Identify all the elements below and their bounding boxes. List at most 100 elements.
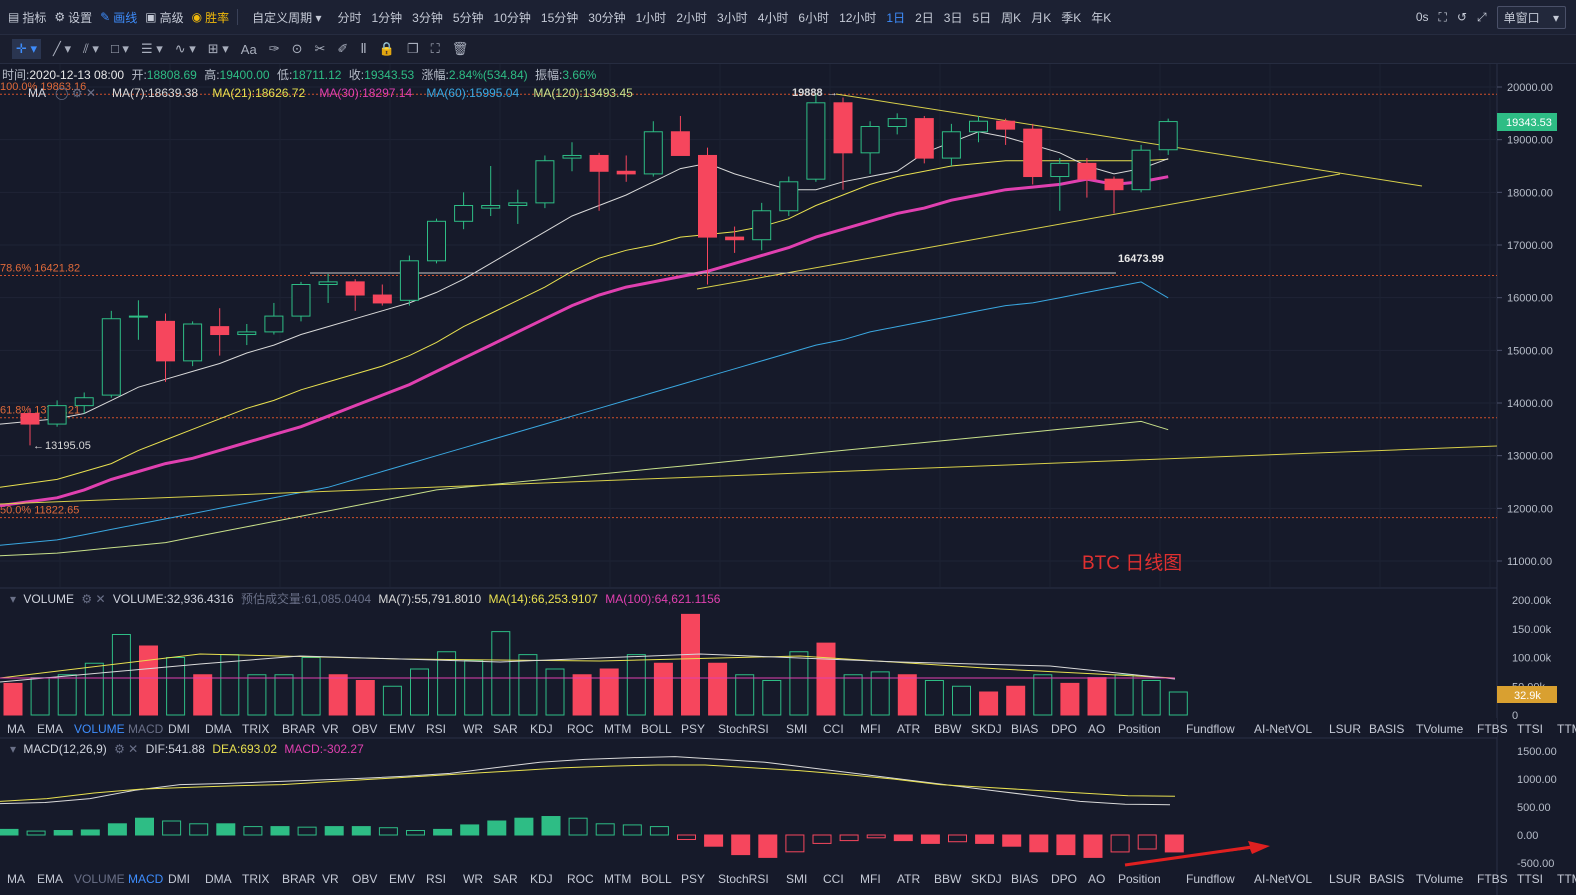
period-tab[interactable]: 5日 — [972, 10, 992, 25]
volume-settings-icon[interactable]: ⚙ ✕ — [81, 592, 105, 606]
fib-tool-icon[interactable]: ☰ ▾ — [140, 41, 163, 56]
candle-body[interactable] — [941, 131, 961, 159]
macd-bar[interactable] — [0, 828, 19, 836]
macd-bar[interactable] — [1029, 834, 1049, 853]
expand-icon[interactable]: ⛶ — [1438, 9, 1447, 24]
text-tool-icon[interactable]: Aa — [240, 41, 257, 57]
macd-bar[interactable] — [162, 820, 182, 836]
indicator-tab[interactable]: StochRSI — [718, 722, 769, 736]
collapse-icon[interactable]: ▾ — [10, 592, 16, 606]
macd-bar[interactable] — [948, 834, 967, 843]
indicator-tab[interactable]: TTMU — [1557, 722, 1576, 736]
macd-bar[interactable] — [460, 824, 480, 836]
window-mode-dropdown[interactable]: 单窗口 ▾ — [1496, 5, 1566, 29]
volume-bar[interactable] — [247, 674, 267, 716]
volume-bar[interactable] — [1033, 674, 1053, 716]
candle-body[interactable] — [752, 210, 772, 241]
period-tab[interactable]: 3分钟 — [412, 10, 443, 25]
volume-bar[interactable] — [111, 634, 131, 716]
volume-bar[interactable] — [762, 680, 782, 716]
period-tab[interactable]: 1小时 — [635, 10, 667, 25]
period-tab[interactable]: 12小时 — [839, 10, 877, 25]
candle-body[interactable] — [833, 102, 853, 154]
line-tool-icon[interactable]: ╱ ▾ — [53, 41, 71, 56]
indicator-tab[interactable]: DMA — [205, 872, 232, 886]
main-chart[interactable]: 100.0% 19863.16 78.6% 16421.82 61.8% 13720… — [0, 64, 1576, 895]
volume-bar[interactable] — [328, 674, 348, 716]
indicator-tab[interactable]: RSI — [426, 872, 446, 886]
draw-button[interactable]: ✎ 画线 — [100, 9, 137, 26]
indicator-tab[interactable]: KDJ — [530, 872, 553, 886]
indicator-tab[interactable]: ROC — [567, 872, 594, 886]
ma120-line[interactable] — [0, 420, 1169, 557]
indicator-tab[interactable]: BASIS — [1369, 872, 1404, 886]
wave-tool-icon[interactable]: ∿ ▾ — [174, 41, 196, 56]
indicator-tab[interactable]: BIAS — [1011, 872, 1038, 886]
candle-body[interactable] — [996, 120, 1016, 130]
macd-bar[interactable] — [1083, 834, 1103, 858]
period-tab[interactable]: 30分钟 — [588, 10, 626, 25]
macd-bar[interactable] — [53, 830, 73, 836]
indicator-tab[interactable]: WR — [463, 872, 483, 886]
macd-bar[interactable] — [785, 834, 805, 853]
indicator-tab[interactable]: PSY — [681, 872, 705, 886]
volume-bar[interactable] — [870, 671, 890, 716]
lock-icon[interactable]: 🔒 — [378, 41, 395, 56]
volume-bar[interactable] — [274, 674, 294, 716]
candle-body[interactable] — [74, 397, 94, 407]
volume-bar[interactable] — [599, 668, 619, 716]
volume-bar[interactable] — [979, 691, 999, 716]
indicator-tab[interactable]: FTBS — [1477, 872, 1508, 886]
volume-bar[interactable] — [1168, 691, 1188, 716]
period-tab[interactable]: 周K — [1001, 10, 1022, 25]
volume-bar[interactable] — [57, 674, 77, 716]
indicator-tab[interactable]: SKDJ — [971, 872, 1002, 886]
period-tab[interactable]: 6小时 — [798, 10, 830, 25]
candle-body[interactable] — [616, 170, 636, 175]
volume-bar[interactable] — [1060, 682, 1080, 716]
indicator-tab[interactable]: MA — [7, 722, 25, 736]
indicator-tab[interactable]: FTBS — [1477, 722, 1508, 736]
period-tab[interactable]: 2小时 — [676, 10, 707, 25]
period-tab[interactable]: 3小时 — [717, 10, 748, 25]
candle-body[interactable] — [372, 294, 392, 304]
macd-bar[interactable] — [893, 834, 913, 842]
candle-body[interactable] — [779, 181, 799, 212]
indicator-tab[interactable]: CCI — [823, 722, 844, 736]
volume-bar[interactable] — [897, 674, 917, 716]
candle-body[interactable] — [318, 281, 338, 286]
macd-bar[interactable] — [189, 823, 209, 836]
long-trendline[interactable] — [0, 445, 1498, 505]
macd-bar[interactable] — [920, 834, 940, 844]
volume-bar[interactable] — [3, 682, 23, 716]
indicator-tab[interactable]: MTM — [604, 722, 631, 736]
macd-bar[interactable] — [135, 817, 154, 836]
volume-bar[interactable] — [464, 659, 484, 716]
macd-bar[interactable] — [595, 823, 615, 836]
indicator-tab[interactable]: SMI — [786, 872, 807, 886]
candle-body[interactable] — [508, 202, 528, 207]
indicator-tab[interactable]: MACD — [128, 872, 164, 886]
volume-bar[interactable] — [139, 645, 158, 716]
macd-bar[interactable] — [812, 834, 832, 844]
candle-body[interactable] — [914, 118, 934, 159]
indicator-tab[interactable]: TTSI — [1517, 722, 1543, 736]
ma60-line[interactable] — [0, 281, 1169, 546]
candle-body[interactable] — [969, 120, 988, 133]
indicator-tab[interactable]: BOLL — [641, 722, 672, 736]
indicator-tab[interactable]: DMI — [168, 872, 190, 886]
volume-bar[interactable] — [545, 668, 565, 716]
macd-bar[interactable] — [1137, 834, 1157, 850]
candle-body[interactable] — [1077, 162, 1097, 180]
candle-body[interactable] — [264, 315, 284, 333]
indicator-tab[interactable]: WR — [463, 722, 483, 736]
indicator-tab[interactable]: SMI — [786, 722, 807, 736]
volume-bar[interactable] — [789, 651, 809, 716]
period-tab[interactable]: 2日 — [915, 10, 934, 25]
period-tab[interactable]: 4小时 — [757, 10, 789, 25]
volume-bar[interactable] — [708, 662, 728, 716]
macd-bar[interactable] — [839, 834, 859, 842]
ma7-line[interactable] — [0, 131, 1169, 425]
custom-period-dropdown[interactable]: 自定义周期 ▾ — [252, 9, 321, 26]
volume-bar[interactable] — [30, 677, 50, 716]
